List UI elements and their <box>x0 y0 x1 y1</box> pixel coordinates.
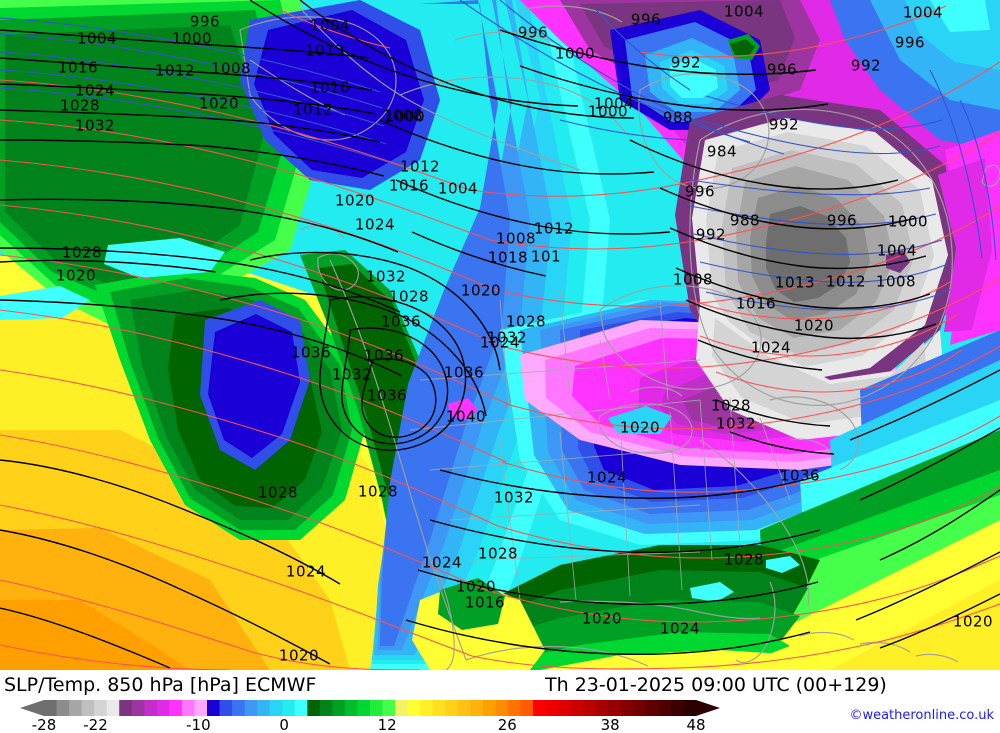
colorbar-swatch <box>219 700 233 716</box>
temp-band-cyan-canada <box>300 0 610 670</box>
colorbar-tick-label: -10 <box>186 716 211 733</box>
colorbar-tick-labels: -28 -22 -10 0 12 26 38 48 <box>32 716 706 733</box>
temp-band-blue4-canada <box>380 0 510 646</box>
temp-band-yellow2-atlantic <box>830 580 1000 670</box>
colorbar-swatch <box>495 700 509 716</box>
colorbar-swatch <box>106 700 120 716</box>
temp-band-cyan3-natlantic <box>930 0 990 32</box>
colorbar-swatch <box>370 700 383 716</box>
copyright-notice: ©weatheronline.co.uk <box>849 708 994 723</box>
colorbar-swatch <box>395 700 409 716</box>
colorbar-tick-label: 48 <box>686 716 705 733</box>
temp-band-cyan3-baffin <box>670 58 718 98</box>
colorbar-swatch <box>307 700 321 716</box>
colorbar-swatch <box>620 700 634 716</box>
colorbar-swatch <box>545 700 559 716</box>
colorbar-swatch <box>56 700 70 716</box>
colorbar-swatch <box>294 700 308 716</box>
colorbar-swatch <box>319 700 333 716</box>
colorbar-swatches <box>44 700 697 716</box>
colorbar-swatch <box>119 700 133 716</box>
colorbar-swatch <box>558 700 572 716</box>
colorbar-swatch <box>94 700 108 716</box>
colorbar-swatch <box>282 700 296 716</box>
colorbar-swatch <box>244 700 258 716</box>
colorbar-swatch <box>570 700 584 716</box>
colorbar-swatch <box>194 700 208 716</box>
temp-band-yellow-gulf <box>540 650 810 670</box>
colorbar-swatch <box>445 700 459 716</box>
colorbar-tick-label: 26 <box>498 716 517 733</box>
temp-band-cyan-greatlakes <box>608 406 672 434</box>
colorbar-swatch <box>131 700 145 716</box>
colorbar-swatch <box>633 700 647 716</box>
colorbar-swatch <box>156 700 170 716</box>
temp-band-orange2-pacific <box>0 600 190 670</box>
isobar-black-layer <box>0 0 1000 669</box>
footer-panel: SLP/Temp. 850 hPa [hPa] ECMWF Th 23-01-2… <box>0 670 1000 733</box>
temperature-contour-layer <box>0 5 1000 670</box>
temp-band-green-baffin2 <box>730 39 755 56</box>
colorbar-swatch <box>332 700 346 716</box>
colorbar-tick-label: 38 <box>601 716 620 733</box>
weather-map-panel[interactable]: 1004 1000 996 1016 1012 1008 1024 1028 1020 1032 1… <box>0 0 1000 670</box>
colorbar-swatch <box>181 700 195 716</box>
colorbar-swatch <box>595 700 609 716</box>
colorbar-swatch <box>269 700 283 716</box>
colorbar-swatch <box>257 700 271 716</box>
colorbar-swatch <box>507 700 521 716</box>
temp-band-magenta2-greenland-east <box>938 158 992 332</box>
colorbar-swatch <box>658 700 672 716</box>
colorbar-swatch <box>457 700 471 716</box>
colorbar-swatch <box>608 700 622 716</box>
colorbar-swatch <box>144 700 158 716</box>
temp-band-purple-blotch-greenland <box>886 250 910 273</box>
colorbar-swatch <box>670 700 684 716</box>
colorbar-swatch <box>44 700 57 716</box>
political-border-layer <box>409 289 791 601</box>
colorbar-swatch <box>357 700 371 716</box>
run-timestamp: Th 23-01-2025 09:00 UTC (00+129) <box>545 674 887 696</box>
colorbar-tick-label: 12 <box>378 716 397 733</box>
temp-band-cyan-lake1 <box>690 582 734 602</box>
colorbar-swatch <box>207 700 220 716</box>
colorbar-swatch <box>583 700 597 716</box>
colorbar-swatch <box>81 700 95 716</box>
colorbar-swatch <box>169 700 183 716</box>
temp-band-green4-pacificnorth <box>5 25 265 288</box>
temp-band-cyan-canadalake <box>104 238 225 278</box>
colorbar-left-arrow <box>20 700 44 716</box>
temp-band-cyan-lake2 <box>766 556 800 573</box>
colorbar-tick-label: -22 <box>83 716 108 733</box>
colorbar-swatch <box>407 700 421 716</box>
temperature-colorbar[interactable]: -28 -22 -10 0 12 26 38 48 <box>20 700 720 733</box>
colorbar-swatch <box>683 700 697 716</box>
coastline-layer <box>239 5 1000 670</box>
colorbar-canvas[interactable]: -28 -22 -10 0 12 26 38 48 <box>20 700 720 733</box>
colorbar-swatch <box>470 700 484 716</box>
colorbar-swatch <box>432 700 446 716</box>
colorbar-swatch <box>232 700 246 716</box>
colorbar-swatch <box>645 700 659 716</box>
colorbar-swatch <box>382 700 396 716</box>
chart-title: SLP/Temp. 850 hPa [hPa] ECMWF <box>4 674 317 696</box>
colorbar-swatch <box>482 700 496 716</box>
colorbar-swatch <box>420 700 434 716</box>
colorbar-swatch <box>520 700 534 716</box>
temp-band-cyan-canadalake2 <box>0 286 90 320</box>
colorbar-right-arrow <box>696 700 720 716</box>
colorbar-swatch <box>533 700 546 716</box>
colorbar-tick-label: 0 <box>279 716 289 733</box>
colorbar-swatch <box>69 700 83 716</box>
colorbar-tick-label: -28 <box>32 716 57 733</box>
colorbar-swatch <box>344 700 358 716</box>
